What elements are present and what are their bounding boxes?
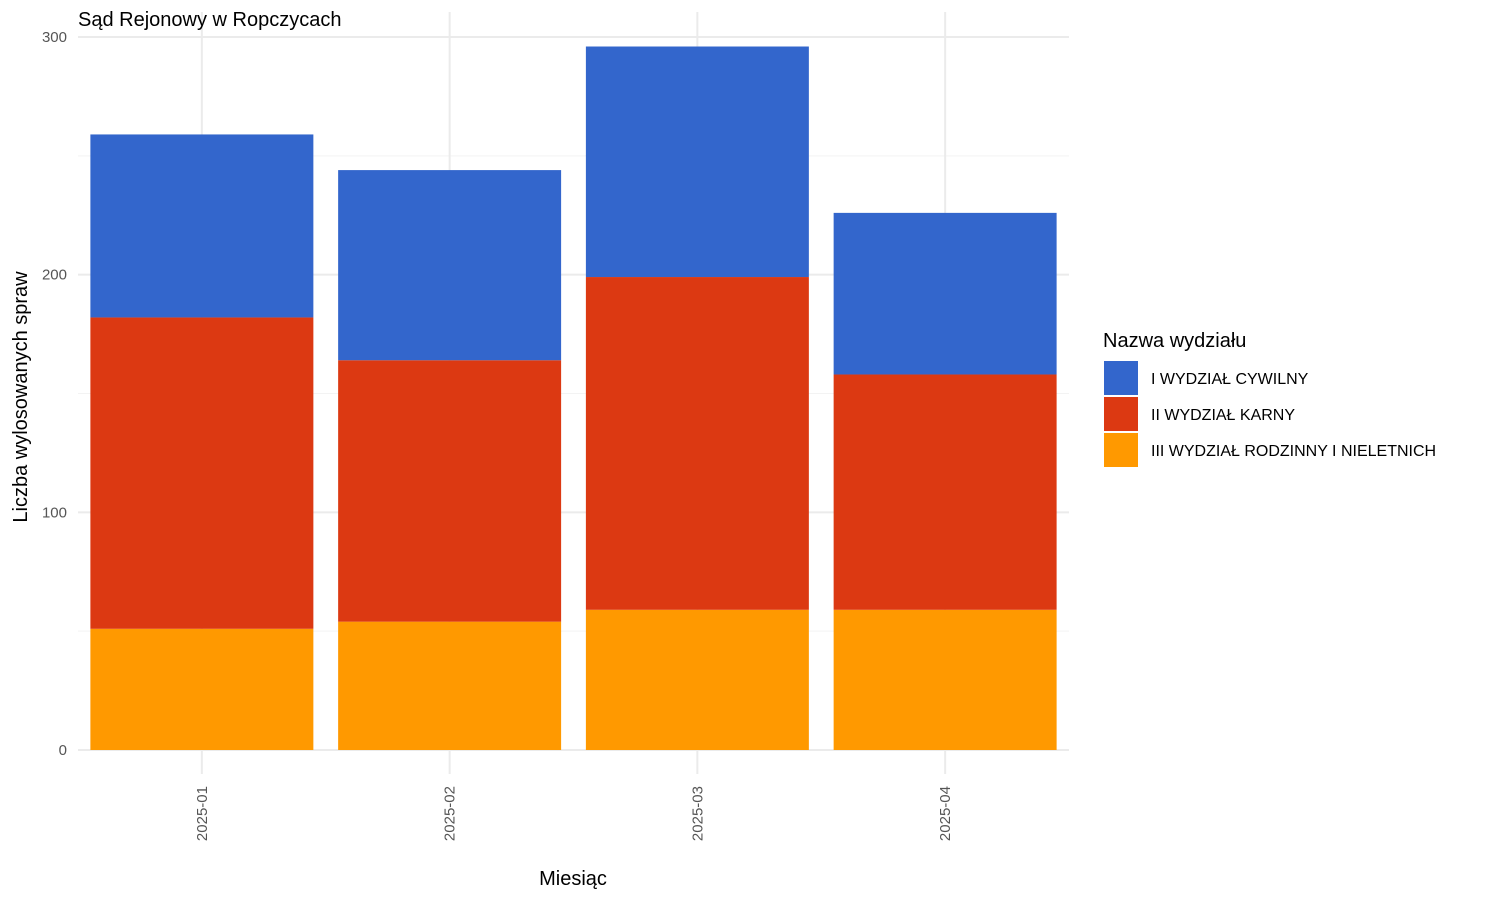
bar-segment — [833, 374, 1057, 610]
x-tick-label: 2025-03 — [689, 786, 706, 841]
bar-segment — [585, 609, 809, 750]
bar-segment — [90, 628, 314, 750]
y-tick-label: 200 — [42, 267, 67, 284]
legend: Nazwa wydziału I WYDZIAŁ CYWILNY II WYDZI… — [1103, 330, 1436, 467]
legend-swatch — [1104, 361, 1138, 395]
legend-swatch — [1104, 397, 1138, 431]
y-tick-label: 100 — [42, 504, 67, 521]
x-axis-ticks: 2025-01 2025-02 2025-03 2025-04 — [194, 786, 954, 841]
y-tick-label: 300 — [42, 29, 67, 46]
bar-segment — [90, 317, 314, 629]
bar-segment — [338, 170, 562, 361]
legend-swatch — [1104, 433, 1138, 467]
bar-segment — [833, 609, 1057, 750]
legend-label: III WYDZIAŁ RODZINNY I NIELETNICH — [1151, 443, 1436, 460]
bar-segment — [338, 621, 562, 750]
x-tick-label: 2025-02 — [442, 786, 459, 841]
bar-segment — [833, 212, 1057, 375]
x-tick-label: 2025-04 — [937, 786, 954, 841]
bars — [90, 46, 1057, 750]
x-tick-label: 2025-01 — [194, 786, 211, 841]
legend-items: I WYDZIAŁ CYWILNY II WYDZIAŁ KARNY III WYD… — [1104, 361, 1436, 467]
bar-segment — [90, 134, 314, 318]
bar-segment — [338, 360, 562, 622]
y-axis-title: Liczba wylosowanych spraw — [10, 271, 32, 523]
x-axis-title: Miesiąc — [539, 868, 607, 890]
chart-title: Sąd Rejonowy w Ropczycach — [78, 9, 341, 31]
legend-label: II WYDZIAŁ KARNY — [1151, 407, 1295, 424]
legend-title: Nazwa wydziału — [1103, 330, 1246, 352]
y-axis-ticks: 0 100 200 300 — [42, 29, 67, 759]
y-tick-label: 0 — [59, 742, 67, 759]
legend-label: I WYDZIAŁ CYWILNY — [1151, 371, 1309, 388]
bar-segment — [585, 277, 809, 610]
bar-segment — [585, 46, 809, 278]
